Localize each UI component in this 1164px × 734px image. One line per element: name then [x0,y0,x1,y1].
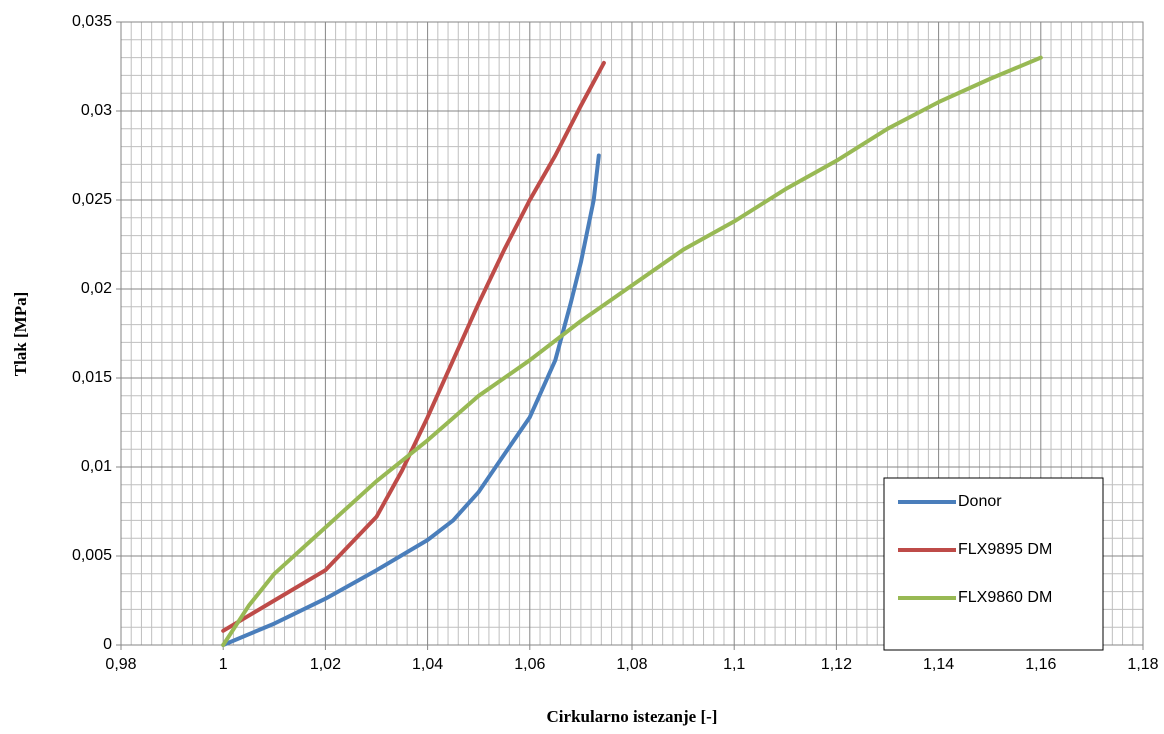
data-line [221,153,601,647]
x-tick-label: 1,1 [723,656,745,673]
y-tick-label: 0,03 [81,102,112,119]
legend-label: FLX9860 DM [958,589,1052,606]
x-tick-label: 1,06 [514,656,545,673]
x-tick-label: 0,98 [105,656,136,673]
y-tick-label: 0,005 [72,547,112,564]
data-line [221,60,606,633]
x-tick-label: 1,04 [412,656,443,673]
x-tick-label: 1 [219,656,228,673]
x-axis-title: Cirkularno istezanje [-] [547,707,718,726]
x-tick-label: 1,16 [1025,656,1056,673]
legend-label: FLX9895 DM [958,541,1052,558]
x-tick-label: 1,02 [310,656,341,673]
data-line [221,55,1043,647]
legend-box [883,477,1104,651]
y-tick-label: 0,015 [72,369,112,386]
x-tick-label: 1,18 [1127,656,1158,673]
y-tick-label: 0,025 [72,191,112,208]
y-tick-label: 0,035 [72,13,112,30]
x-tick-label: 1,12 [821,656,852,673]
y-tick-label: 0,02 [81,280,112,297]
plot-frame [120,21,1144,646]
y-axis-title: Tlak [MPa] [11,292,30,377]
y-tick-label: 0,01 [81,458,112,475]
legend-label: Donor [958,493,1002,510]
x-tick-label: 1,14 [923,656,954,673]
x-tick-label: 1,08 [616,656,647,673]
legend: Donor FLX9895 DM FLX9860 DM [883,477,1104,651]
y-tick-label: 0 [103,636,112,653]
